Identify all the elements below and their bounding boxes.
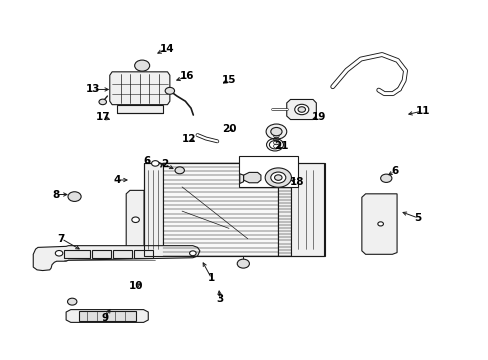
Text: 8: 8 [52, 189, 59, 199]
Polygon shape [143, 163, 163, 256]
Polygon shape [286, 99, 316, 120]
Circle shape [175, 167, 184, 174]
Circle shape [265, 124, 286, 139]
Text: 9: 9 [101, 313, 108, 323]
Circle shape [165, 87, 174, 94]
Text: 10: 10 [128, 282, 142, 292]
Text: 20: 20 [222, 124, 236, 134]
Text: 5: 5 [414, 213, 421, 223]
Circle shape [237, 259, 249, 268]
Bar [238, 157, 297, 187]
Text: 1: 1 [207, 274, 215, 283]
Circle shape [99, 99, 106, 105]
Bar [113, 250, 132, 258]
Circle shape [264, 168, 291, 187]
Polygon shape [278, 163, 291, 256]
Bar [79, 311, 135, 321]
Text: 18: 18 [289, 177, 304, 187]
Bar [163, 163, 278, 256]
Text: 19: 19 [311, 112, 325, 122]
Circle shape [189, 251, 196, 256]
Circle shape [132, 217, 139, 222]
Circle shape [274, 175, 282, 180]
Text: 21: 21 [273, 141, 288, 151]
Text: 14: 14 [160, 44, 174, 54]
Text: 16: 16 [180, 71, 194, 81]
Polygon shape [117, 105, 163, 113]
Text: 3: 3 [216, 294, 223, 304]
Circle shape [55, 251, 62, 256]
Polygon shape [109, 72, 169, 105]
Bar [134, 250, 153, 258]
Text: 11: 11 [415, 106, 429, 116]
Circle shape [270, 172, 285, 183]
Circle shape [380, 174, 391, 183]
Text: 4: 4 [113, 175, 120, 185]
Circle shape [151, 161, 159, 166]
Text: 15: 15 [222, 75, 236, 85]
Polygon shape [243, 172, 261, 183]
Polygon shape [33, 246, 200, 271]
Circle shape [294, 104, 308, 115]
Text: 13: 13 [86, 85, 101, 94]
Circle shape [67, 298, 77, 305]
Circle shape [377, 222, 383, 226]
Circle shape [297, 107, 305, 112]
Polygon shape [239, 174, 243, 184]
Text: 7: 7 [58, 234, 65, 244]
Bar [63, 250, 89, 258]
Text: 6: 6 [143, 156, 150, 166]
Text: 12: 12 [182, 134, 196, 144]
Polygon shape [291, 163, 325, 256]
Circle shape [68, 192, 81, 202]
Text: 2: 2 [161, 159, 168, 170]
Polygon shape [126, 190, 144, 249]
Bar [143, 163, 324, 256]
Text: 17: 17 [95, 112, 110, 122]
Bar [92, 250, 110, 258]
Circle shape [134, 60, 149, 71]
Polygon shape [361, 194, 396, 254]
Circle shape [270, 127, 282, 136]
Polygon shape [66, 310, 148, 323]
Text: 6: 6 [390, 166, 398, 176]
